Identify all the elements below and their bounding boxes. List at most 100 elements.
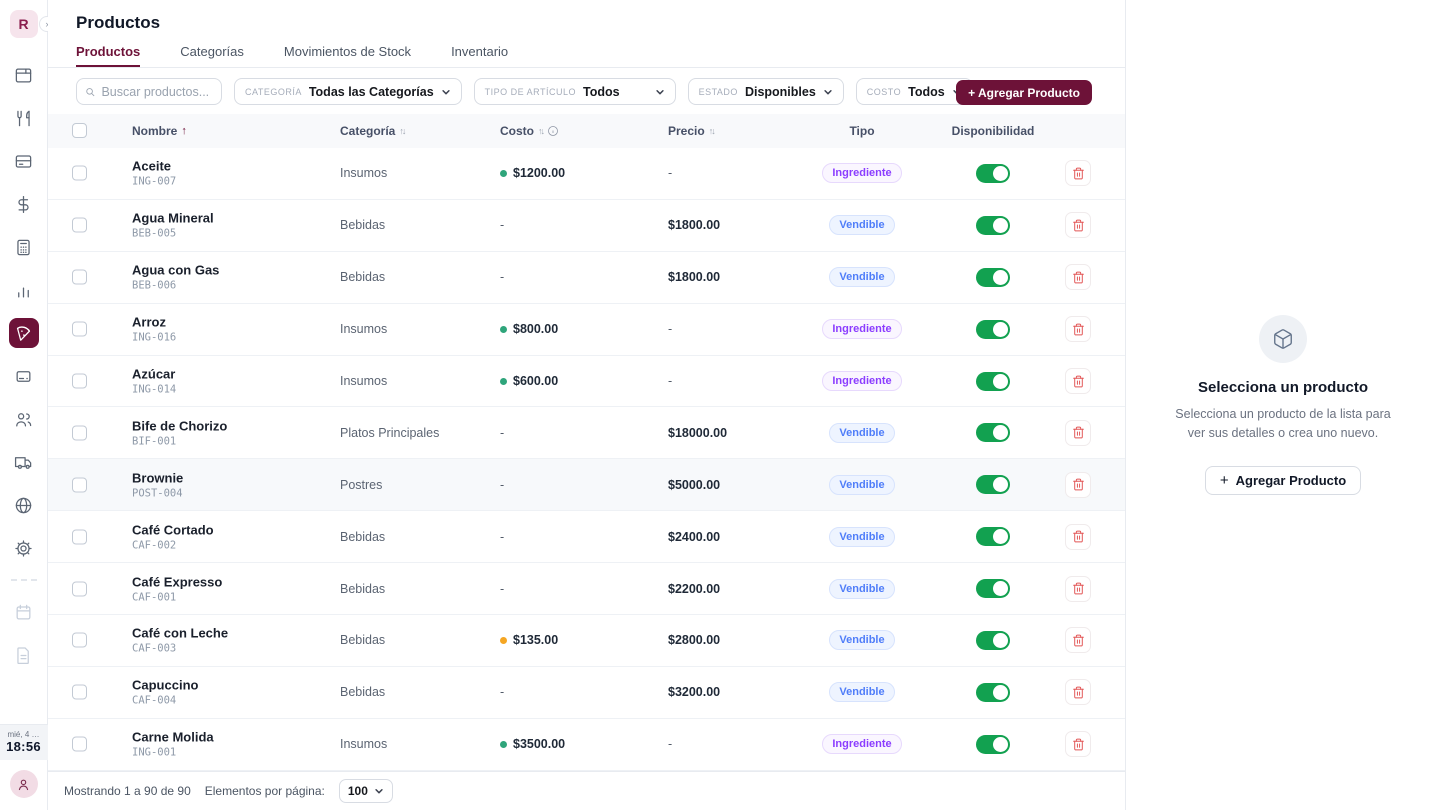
product-cost: $3500.00 <box>513 737 566 752</box>
settings-icon[interactable] <box>9 533 39 563</box>
category-filter[interactable]: CATEGORÍA Todas las Categorías <box>234 78 462 105</box>
trash-icon <box>1072 426 1084 439</box>
table-row[interactable]: Aceite ING-007 Insumos $1200.00 - Ingred… <box>48 148 1125 200</box>
calendar-icon[interactable] <box>9 597 39 627</box>
availability-toggle[interactable] <box>976 163 1010 183</box>
pagination-bar: Mostrando 1 a 90 de 90 Elementos por pág… <box>48 771 1125 810</box>
row-checkbox[interactable] <box>72 321 87 337</box>
delete-button[interactable] <box>1065 160 1091 187</box>
delete-button[interactable] <box>1065 368 1091 394</box>
availability-toggle[interactable] <box>976 579 1010 599</box>
type-badge: Vendible <box>829 267 895 288</box>
row-checkbox[interactable] <box>72 477 87 493</box>
delete-button[interactable] <box>1065 316 1091 343</box>
availability-toggle[interactable] <box>976 630 1010 650</box>
row-checkbox[interactable] <box>72 269 87 285</box>
search-box[interactable] <box>76 78 222 105</box>
table-body: Aceite ING-007 Insumos $1200.00 - Ingred… <box>48 148 1125 771</box>
product-name: Café Expresso <box>132 574 223 590</box>
delete-button[interactable] <box>1065 575 1091 602</box>
card-icon[interactable] <box>9 146 39 176</box>
tab-inventario[interactable]: Inventario <box>451 44 509 59</box>
calculator-icon[interactable] <box>9 232 39 262</box>
app-logo[interactable]: R <box>9 10 38 38</box>
delete-button[interactable] <box>1065 627 1091 654</box>
chevron-down-icon <box>655 89 664 94</box>
type-badge: Ingrediente <box>822 734 902 755</box>
table-row[interactable]: Arroz ING-016 Insumos $800.00 - Ingredie… <box>48 303 1125 356</box>
tab-productos[interactable]: Productos <box>76 44 141 67</box>
add-product-button[interactable]: + Agregar Producto <box>956 80 1092 105</box>
row-checkbox[interactable] <box>72 217 87 233</box>
cost-filter[interactable]: COSTO Todos <box>855 78 973 105</box>
type-badge: Vendible <box>829 682 895 703</box>
table-row[interactable]: Azúcar ING-014 Insumos $600.00 - Ingredi… <box>48 355 1125 408</box>
delete-button[interactable] <box>1065 471 1091 498</box>
row-checkbox[interactable] <box>72 165 87 181</box>
table-row[interactable]: Brownie POST-004 Postres - $5000.00 Vend… <box>48 459 1125 512</box>
globe-icon[interactable] <box>9 490 39 520</box>
truck-icon[interactable] <box>9 447 39 477</box>
table-row[interactable]: Agua Mineral BEB-005 Bebidas - $1800.00 … <box>48 199 1125 252</box>
tab-movimientos-de-stock[interactable]: Movimientos de Stock <box>283 44 412 59</box>
row-checkbox[interactable] <box>72 581 87 597</box>
availability-toggle[interactable] <box>976 215 1010 235</box>
status-filter[interactable]: ESTADO Disponibles <box>687 78 844 105</box>
add-product-secondary-button[interactable]: + Agregar Producto <box>1204 465 1362 495</box>
availability-toggle[interactable] <box>976 319 1010 339</box>
sort-icon: ↑↓ <box>538 126 545 136</box>
column-header-precio[interactable]: Precio ↑↓ <box>668 124 716 138</box>
delete-button[interactable] <box>1065 264 1091 291</box>
availability-toggle[interactable] <box>976 527 1010 547</box>
cost-status-dot <box>500 377 507 385</box>
cost-status-dot <box>500 636 507 644</box>
availability-toggle[interactable] <box>976 734 1010 754</box>
delete-button[interactable] <box>1065 523 1091 550</box>
users-icon[interactable] <box>9 404 39 434</box>
row-checkbox[interactable] <box>72 684 87 700</box>
empty-state-description: Selecciona un producto de la lista para … <box>1175 407 1391 441</box>
table-row[interactable]: Café Cortado CAF-002 Bebidas - $2400.00 … <box>48 511 1125 564</box>
table-row[interactable]: Carne Molida ING-001 Insumos $3500.00 - … <box>48 718 1125 771</box>
utensils-icon[interactable] <box>9 103 39 133</box>
delete-button[interactable] <box>1065 419 1091 446</box>
trash-icon <box>1072 634 1084 647</box>
delete-button[interactable] <box>1065 212 1091 239</box>
column-header-categoria[interactable]: Categoría ↑↓ <box>340 124 406 138</box>
user-avatar[interactable] <box>9 770 38 798</box>
column-header-nombre[interactable]: Nombre ↑ <box>132 124 187 138</box>
product-name: Arroz <box>132 314 166 330</box>
table-row[interactable]: Capuccino CAF-004 Bebidas - $3200.00 Ven… <box>48 666 1125 719</box>
pizza-icon[interactable] <box>8 318 39 348</box>
column-header-costo[interactable]: Costo ↑↓ <box>500 114 559 148</box>
product-code: CAF-003 <box>132 642 177 655</box>
row-checkbox[interactable] <box>72 373 87 389</box>
dashboard-icon[interactable] <box>9 60 39 90</box>
row-checkbox[interactable] <box>72 632 87 648</box>
delete-button[interactable] <box>1065 731 1091 758</box>
availability-toggle[interactable] <box>976 267 1010 287</box>
availability-toggle[interactable] <box>976 423 1010 443</box>
table-row[interactable]: Agua con Gas BEB-006 Bebidas - $1800.00 … <box>48 251 1125 304</box>
product-name: Carne Molida <box>132 729 214 745</box>
table-row[interactable]: Café con Leche CAF-003 Bebidas $135.00 $… <box>48 615 1125 667</box>
delete-button[interactable] <box>1065 679 1091 706</box>
per-page-select[interactable]: 100 <box>338 779 393 803</box>
table-row[interactable]: Bife de Chorizo BIF-001 Platos Principal… <box>48 407 1125 460</box>
availability-toggle[interactable] <box>976 371 1010 391</box>
tab-categorias[interactable]: Categorías <box>180 44 244 59</box>
row-checkbox[interactable] <box>72 425 87 441</box>
dollar-icon[interactable] <box>9 189 39 219</box>
availability-toggle[interactable] <box>976 682 1010 702</box>
table-row[interactable]: Café Expresso CAF-001 Bebidas - $2200.00… <box>48 563 1125 616</box>
select-all-checkbox[interactable] <box>72 123 87 138</box>
row-checkbox[interactable] <box>72 736 87 752</box>
pos-terminal-icon[interactable] <box>9 361 39 391</box>
row-checkbox[interactable] <box>72 529 87 545</box>
document-icon[interactable] <box>9 640 39 670</box>
product-category: Insumos <box>340 322 388 337</box>
item-type-filter[interactable]: TIPO DE ARTÍCULO Todos <box>473 78 676 105</box>
bar-chart-icon[interactable] <box>9 275 39 305</box>
search-input[interactable] <box>101 84 213 99</box>
availability-toggle[interactable] <box>976 475 1010 495</box>
